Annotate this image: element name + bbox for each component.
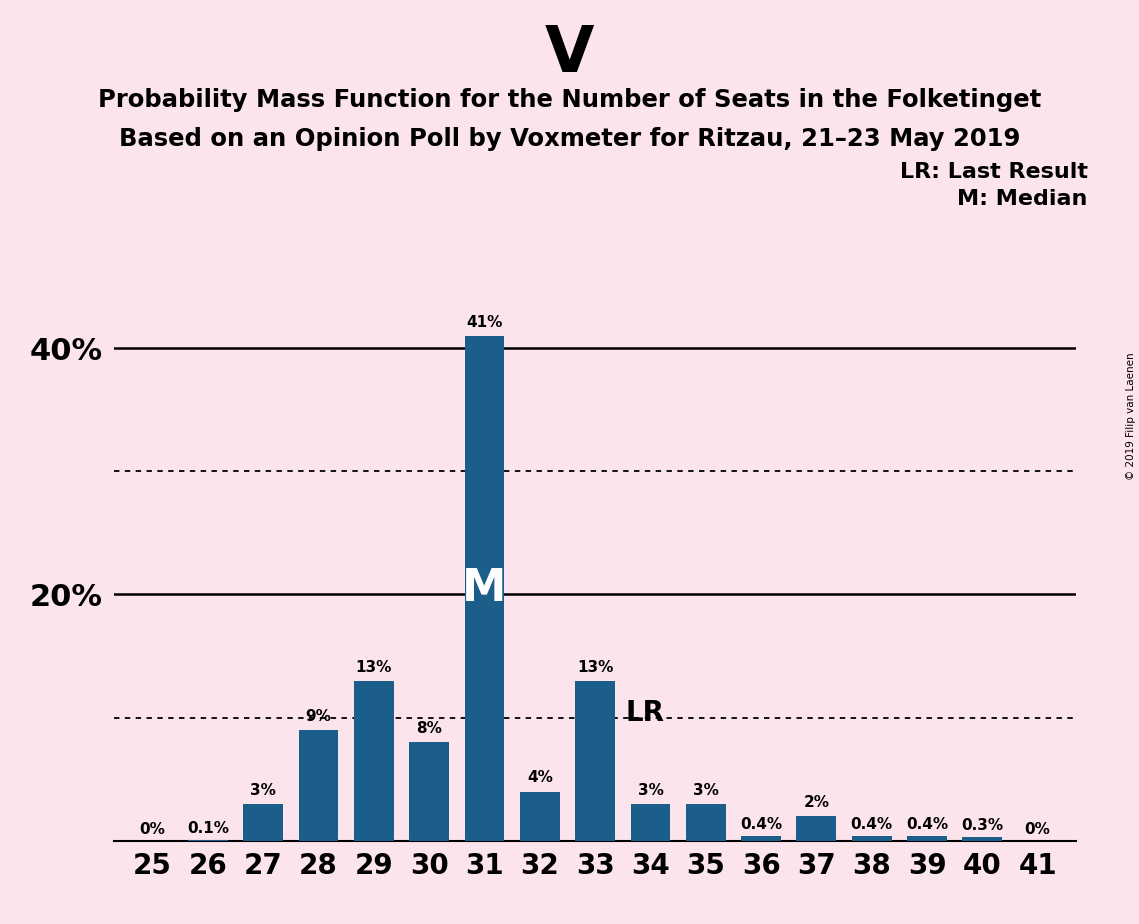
Bar [298, 730, 338, 841]
Text: 13%: 13% [355, 660, 392, 675]
Bar [409, 742, 449, 841]
Text: 0%: 0% [140, 822, 165, 837]
Text: Probability Mass Function for the Number of Seats in the Folketinget: Probability Mass Function for the Number… [98, 88, 1041, 112]
Bar [796, 816, 836, 841]
Text: M: Median: M: Median [958, 189, 1088, 210]
Text: 0.4%: 0.4% [906, 817, 948, 833]
Bar [962, 837, 1002, 841]
Text: 2%: 2% [803, 795, 829, 810]
Bar [354, 681, 394, 841]
Text: LR: Last Result: LR: Last Result [900, 162, 1088, 182]
Text: © 2019 Filip van Laenen: © 2019 Filip van Laenen [1126, 352, 1136, 480]
Text: 8%: 8% [416, 721, 442, 736]
Text: 4%: 4% [527, 771, 552, 785]
Bar [631, 804, 671, 841]
Bar [465, 335, 505, 841]
Bar [519, 792, 559, 841]
Text: LR: LR [625, 699, 664, 727]
Text: 0%: 0% [1025, 822, 1050, 837]
Text: 3%: 3% [251, 783, 276, 797]
Text: V: V [544, 23, 595, 85]
Bar [852, 836, 892, 841]
Text: M: M [462, 566, 507, 610]
Text: Based on an Opinion Poll by Voxmeter for Ritzau, 21–23 May 2019: Based on an Opinion Poll by Voxmeter for… [118, 127, 1021, 151]
Bar [907, 836, 947, 841]
Text: 3%: 3% [693, 783, 719, 797]
Bar [575, 681, 615, 841]
Bar [188, 840, 228, 841]
Bar [244, 804, 284, 841]
Text: 0.4%: 0.4% [740, 817, 782, 833]
Text: 0.3%: 0.3% [961, 819, 1003, 833]
Text: 9%: 9% [305, 709, 331, 723]
Text: 0.4%: 0.4% [851, 817, 893, 833]
Text: 41%: 41% [466, 314, 502, 330]
Bar [686, 804, 726, 841]
Text: 13%: 13% [577, 660, 613, 675]
Bar [741, 836, 781, 841]
Text: 3%: 3% [638, 783, 663, 797]
Text: 0.1%: 0.1% [187, 821, 229, 836]
